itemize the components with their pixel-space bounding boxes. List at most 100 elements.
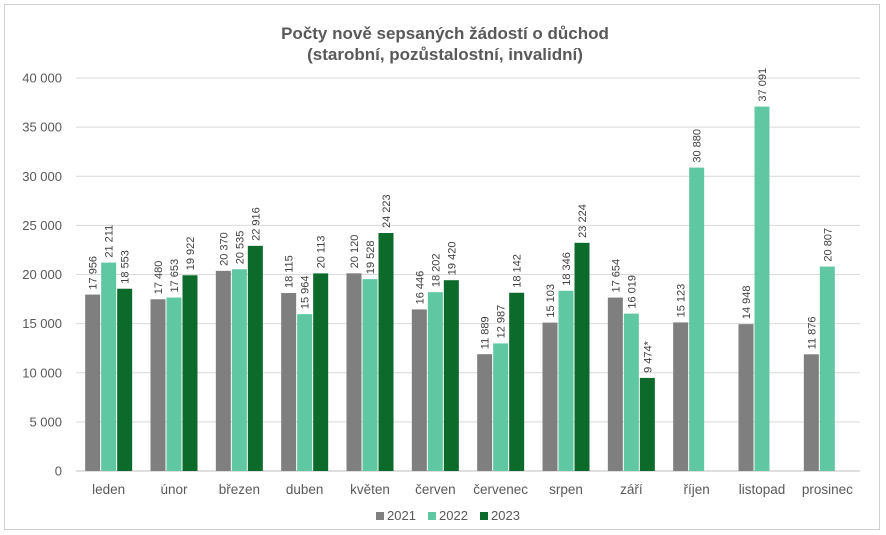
data-label: 18 202 [430, 254, 442, 288]
bar-2021-březen [215, 270, 231, 471]
data-label: 18 115 [284, 255, 296, 288]
x-tick-label: březen [219, 482, 260, 497]
bar-2023-únor [182, 275, 198, 471]
chart-subtitle: (starobní, pozůstalostní, invalidní) [307, 45, 583, 64]
data-label: 20 535 [234, 231, 246, 265]
data-label: 15 103 [545, 284, 557, 318]
bar-2022-listopad [754, 106, 770, 471]
x-tick-label: květen [350, 482, 390, 497]
data-label: 24 223 [381, 194, 393, 228]
data-label: 20 370 [218, 232, 230, 266]
bar-2021-květen [346, 273, 362, 471]
legend-swatch-2022 [428, 512, 436, 520]
y-tick-label: 20 000 [22, 267, 62, 282]
x-tick-label: červenec [473, 482, 528, 497]
bar-2022-prosinec [819, 266, 835, 471]
x-tick-label: říjen [684, 482, 710, 497]
x-tick-label: červen [415, 482, 456, 497]
bar-2021-prosinec [803, 354, 819, 471]
data-label: 11 889 [480, 316, 492, 349]
bar-2021-červen [411, 309, 427, 471]
x-tick-label: prosinec [802, 482, 853, 497]
data-label: 14 948 [741, 285, 753, 319]
bar-2022-září [623, 313, 639, 471]
legend: 2021 2022 2023 [376, 508, 520, 523]
bar-2023-červen [443, 280, 459, 471]
data-label: 17 956 [88, 256, 100, 290]
chart-title: Počty nově sepsaných žádostí o důchod [281, 24, 609, 43]
bar-2022-květen [362, 279, 378, 471]
bars [85, 106, 835, 471]
bar-2022-březen [231, 269, 247, 471]
data-label: 15 964 [300, 275, 312, 309]
bar-2021-srpen [542, 322, 558, 471]
data-label: 20 807 [822, 228, 834, 262]
data-label: 19 528 [365, 240, 377, 274]
legend-label-2022: 2022 [439, 508, 468, 523]
data-labels: 17 956 21 211 18 553 17 480 17 653 19 922 20 3… [88, 68, 835, 373]
legend-swatch-2021 [376, 512, 384, 520]
data-label: 20 113 [316, 236, 328, 269]
x-tick-label: listopad [739, 482, 786, 497]
y-tick-label: 10 000 [22, 365, 62, 380]
bar-2023-červenec [509, 292, 525, 471]
bar-2023-duben [313, 273, 329, 471]
bar-2021-červenec [477, 354, 493, 471]
bar-2022-duben [297, 314, 313, 471]
data-label: 37 091 [757, 68, 769, 102]
data-label: 21 211 [104, 225, 116, 258]
data-label: 22 916 [250, 207, 262, 241]
legend-swatch-2023 [480, 512, 488, 520]
bar-2022-leden [101, 262, 117, 471]
data-label: 15 123 [676, 284, 688, 318]
data-label: 17 654 [610, 259, 622, 293]
bar-2023-září [639, 377, 655, 471]
bar-2021-únor [150, 299, 166, 471]
bar-2023-březen [247, 245, 263, 471]
bar-2022-srpen [558, 290, 574, 471]
bar-2022-červen [427, 292, 443, 471]
x-tick-label: září [620, 482, 643, 497]
bar-2021-říjen [673, 322, 689, 471]
x-axis-ticks: leden únor březen duben květen červen červenec… [92, 482, 853, 497]
legend-label-2021: 2021 [387, 508, 416, 523]
data-label: 17 480 [153, 261, 165, 295]
y-axis-ticks: 0 5 000 10 000 15 000 20 000 25 000 30 000 35 0… [22, 71, 62, 479]
bar-2023-srpen [574, 242, 590, 471]
bar-2022-únor [166, 297, 182, 471]
bar-2021-listopad [738, 324, 754, 471]
bar-2021-leden [85, 294, 101, 471]
y-tick-label: 25 000 [22, 218, 62, 233]
data-label: 18 553 [120, 250, 132, 284]
bar-2023-květen [378, 233, 394, 471]
data-label: 19 922 [185, 237, 197, 271]
x-tick-label: duben [286, 482, 324, 497]
bar-2022-říjen [689, 167, 705, 471]
y-tick-label: 15 000 [22, 316, 62, 331]
data-label: 16 019 [626, 275, 638, 309]
data-label: 18 142 [512, 254, 524, 288]
y-tick-label: 35 000 [22, 120, 62, 135]
data-label: 18 346 [561, 252, 573, 286]
bar-2023-leden [117, 288, 133, 471]
data-label: 9 474* [642, 340, 654, 373]
bar-2022-červenec [493, 343, 509, 471]
data-label: 19 420 [446, 242, 458, 276]
bar-2021-září [607, 297, 623, 471]
y-tick-label: 40 000 [22, 71, 62, 86]
x-tick-label: únor [160, 482, 188, 497]
data-label: 20 120 [349, 235, 361, 269]
data-label: 30 880 [692, 129, 704, 163]
gridlines [76, 77, 860, 472]
data-label: 17 653 [169, 259, 181, 293]
legend-label-2023: 2023 [491, 508, 520, 523]
x-tick-label: srpen [549, 482, 583, 497]
y-tick-label: 0 [55, 464, 62, 479]
data-label: 16 446 [414, 271, 426, 305]
data-label: 23 224 [577, 204, 589, 238]
bar-2021-duben [281, 293, 297, 471]
data-label: 12 987 [496, 305, 508, 339]
y-tick-label: 5 000 [29, 414, 62, 429]
y-tick-label: 30 000 [22, 169, 62, 184]
